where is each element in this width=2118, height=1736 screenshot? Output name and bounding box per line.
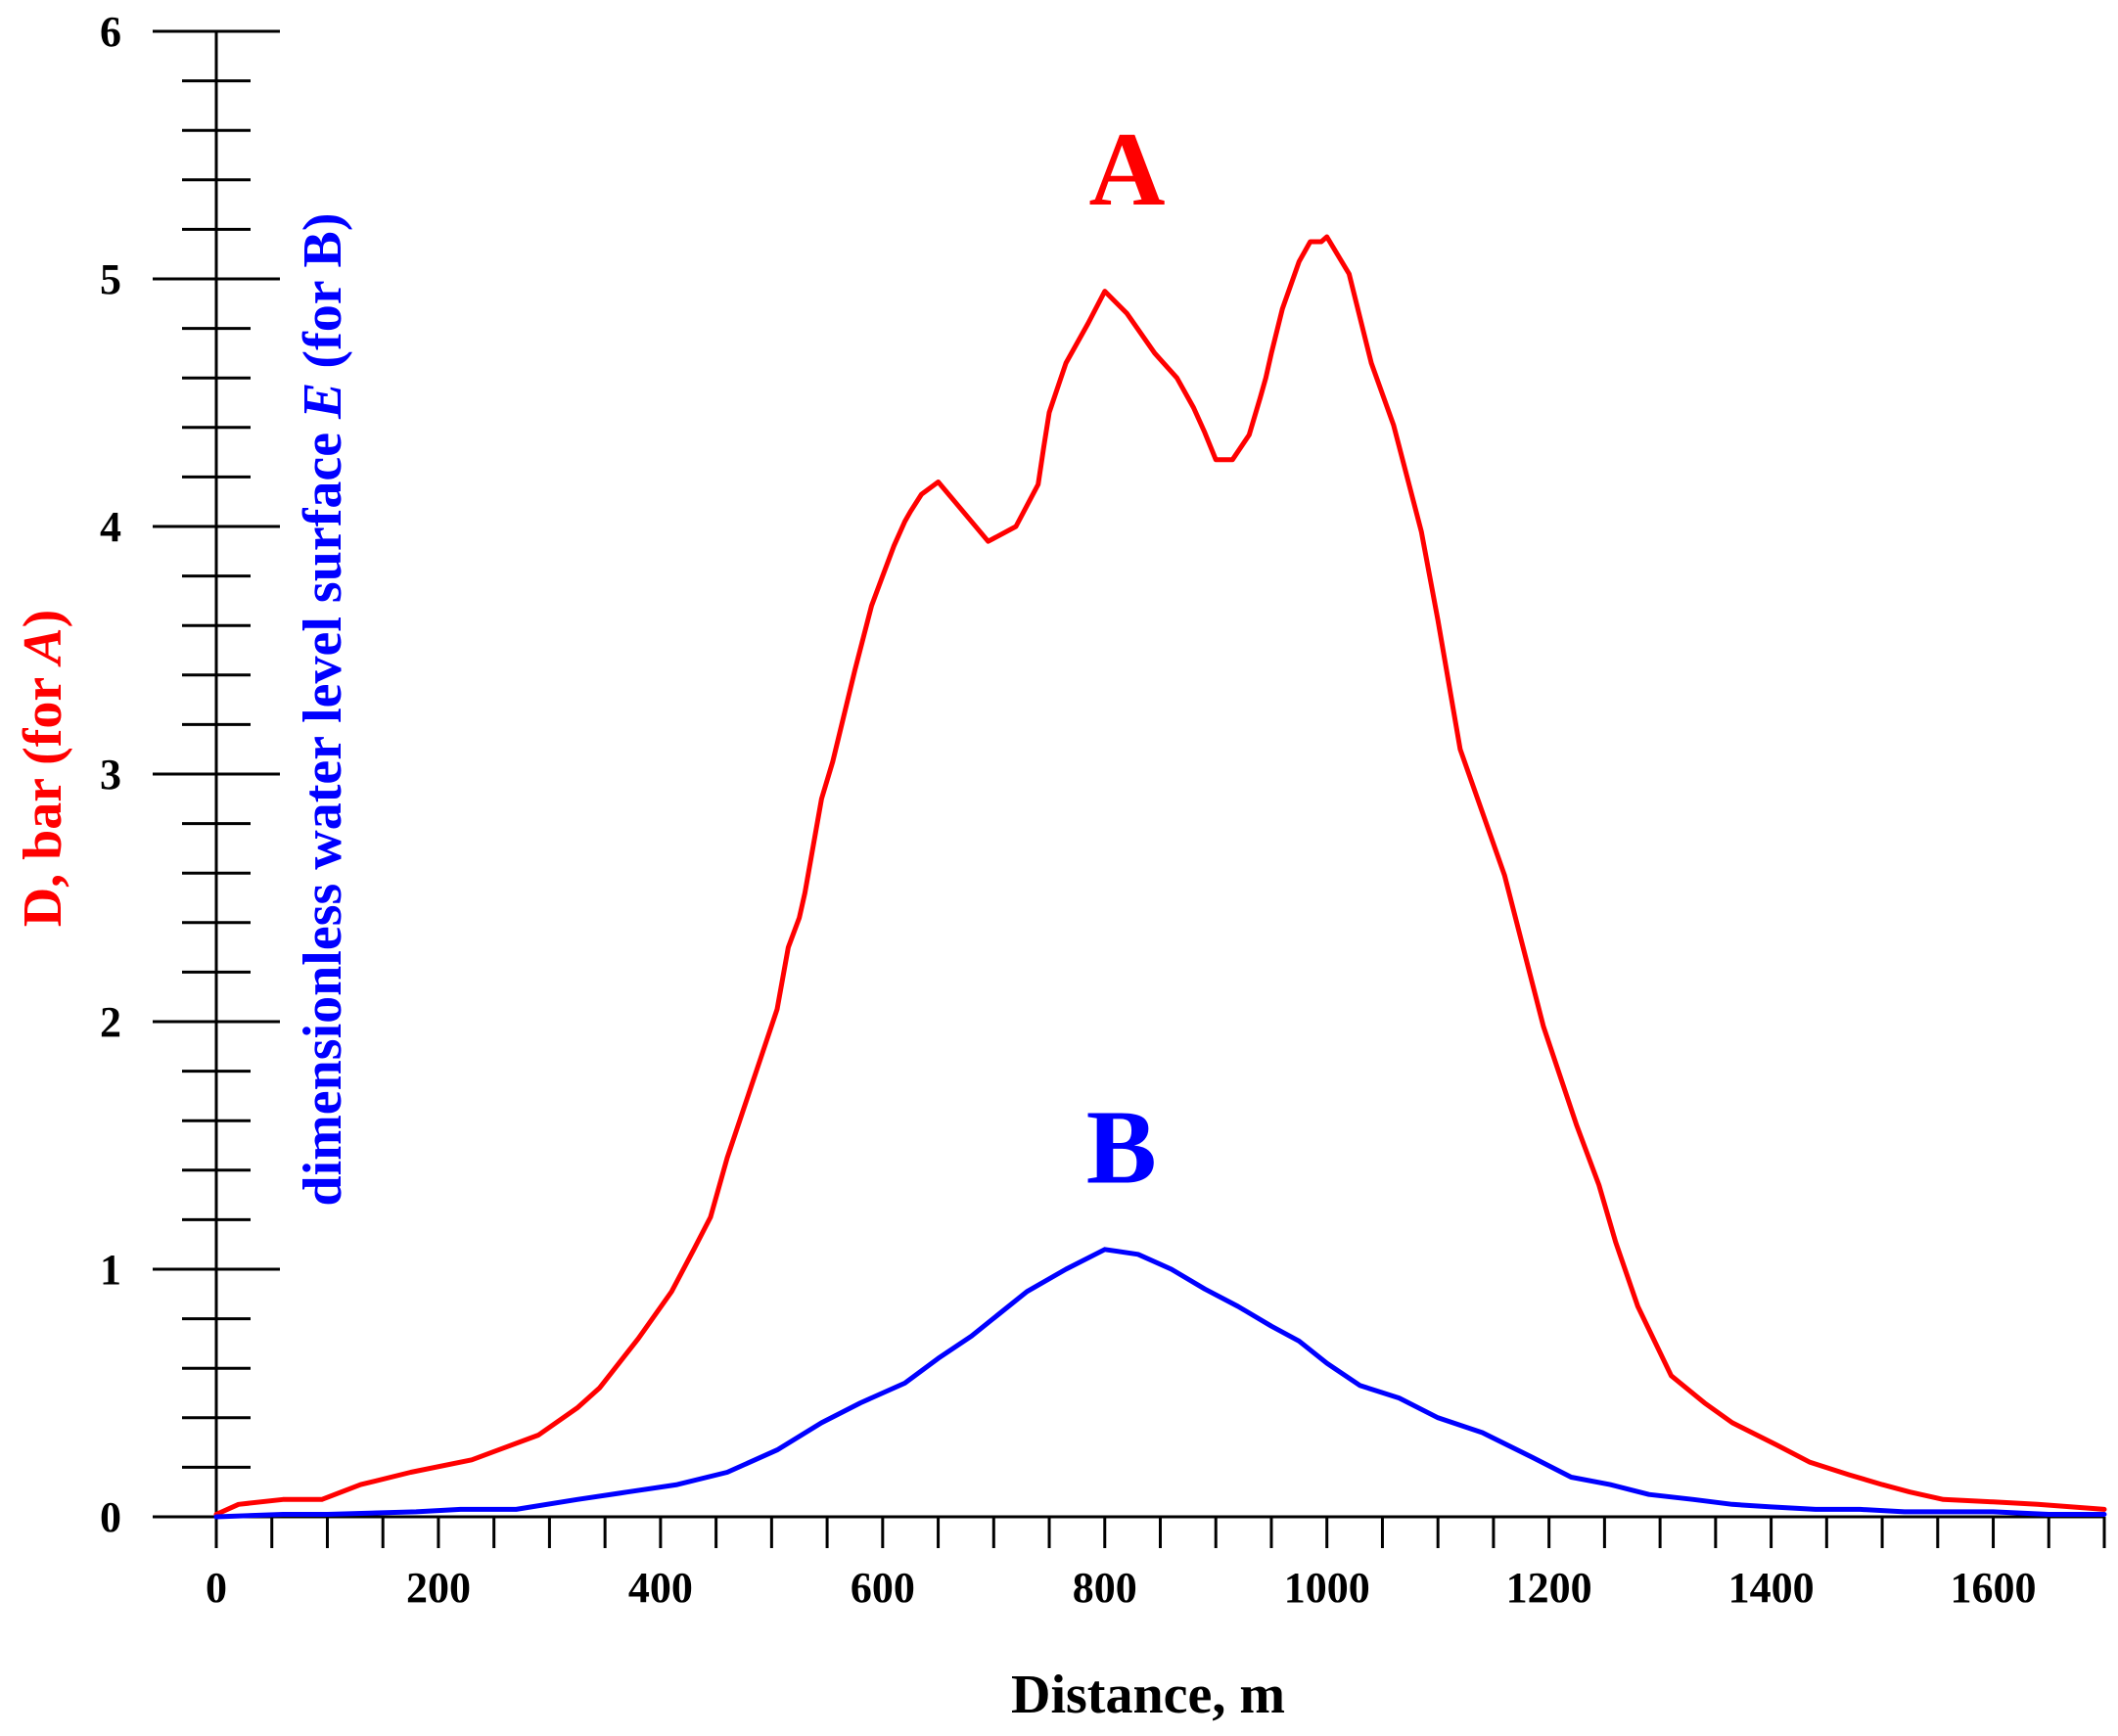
x-tick-label: 0 bbox=[206, 1564, 227, 1612]
x-tick-label: 400 bbox=[628, 1564, 693, 1612]
y-tick-label: 0 bbox=[100, 1493, 121, 1541]
y-tick-label: 5 bbox=[100, 255, 121, 303]
y-label-a-series: A bbox=[13, 627, 73, 666]
y-label-b-prefix: dimensionless water level surface bbox=[293, 419, 353, 1207]
y-tick-label: 2 bbox=[100, 998, 121, 1046]
x-tick-label: 800 bbox=[1073, 1564, 1137, 1612]
series-line-a bbox=[213, 234, 2107, 1517]
y-ticks: 0 1 2 3 4 5 6 bbox=[100, 8, 280, 1541]
y-label-b-suffix: (for B) bbox=[293, 212, 353, 382]
y-axis-label-a: D, bar (for A) bbox=[13, 610, 73, 928]
y-tick-label: 3 bbox=[100, 751, 121, 799]
y-axis-label-b: dimensionless water level surface E (for… bbox=[293, 212, 353, 1206]
y-label-a-prefix: D, bar (for bbox=[13, 664, 73, 928]
x-tick-label: 1600 bbox=[1951, 1564, 2037, 1612]
series-label-b: B bbox=[1086, 1089, 1157, 1206]
y-tick-label: 6 bbox=[100, 8, 121, 56]
x-tick-label: 600 bbox=[851, 1564, 915, 1612]
y-label-b-var: E bbox=[293, 383, 353, 420]
y-axis: 0 1 2 3 4 5 6 bbox=[100, 8, 280, 1541]
x-ticks: 0 200 400 600 800 1000 1200 1400 1600 bbox=[206, 1517, 2106, 1612]
y-tick-label: 4 bbox=[100, 503, 121, 551]
x-tick-label: 1400 bbox=[1728, 1564, 1815, 1612]
y-label-a-suffix: ) bbox=[13, 610, 73, 628]
series-label-a: A bbox=[1088, 112, 1165, 228]
x-axis: 0 200 400 600 800 1000 1200 1400 1600 bbox=[206, 1515, 2106, 1612]
x-axis-label: Distance, m bbox=[1011, 1665, 1285, 1725]
series-line-b bbox=[213, 1247, 2107, 1520]
series-group: AB bbox=[213, 112, 2107, 1520]
x-tick-label: 1200 bbox=[1506, 1564, 1592, 1612]
x-tick-label: 1000 bbox=[1284, 1564, 1370, 1612]
y-tick-label: 1 bbox=[100, 1246, 121, 1294]
x-tick-label: 200 bbox=[406, 1564, 471, 1612]
